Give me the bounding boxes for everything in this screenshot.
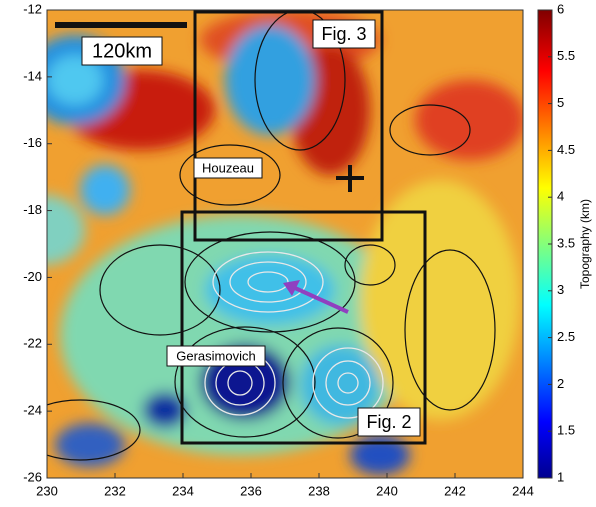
x-tick-label: 238 — [308, 483, 330, 498]
colorbar-tick-label: 2.5 — [557, 329, 575, 344]
colorbar-tick-label: 4 — [557, 189, 564, 204]
y-tick-label: -26 — [23, 469, 42, 484]
y-tick-label: -18 — [23, 202, 42, 217]
colorbar-tick-label: 5 — [557, 95, 564, 110]
x-tick-label: 244 — [512, 483, 534, 498]
topography-map: 120km Fig. 3 Fig. 2 Houzeau Gerasimovich — [5, 10, 525, 478]
fig3-label: Fig. 3 — [321, 24, 366, 44]
y-tick-label: -14 — [23, 68, 42, 83]
x-tick-label: 232 — [104, 483, 126, 498]
colorbar-tick-label: 4.5 — [557, 142, 575, 157]
x-tick-label: 236 — [240, 483, 262, 498]
colorbar-tick-label: 3.5 — [557, 235, 575, 250]
colorbar-tick-label: 6 — [557, 1, 564, 16]
x-tick-label: 240 — [376, 483, 398, 498]
colorbar-tick-label: 3 — [557, 282, 564, 297]
fig2-label: Fig. 2 — [366, 412, 411, 432]
figure: 120km Fig. 3 Fig. 2 Houzeau Gerasimovich… — [0, 0, 596, 502]
colorbar-tick-label: 1.5 — [557, 423, 575, 438]
scale-label: 120km — [92, 40, 152, 62]
colorbar-tick-label: 2 — [557, 376, 564, 391]
x-tick-label: 230 — [36, 483, 58, 498]
x-tick-label: 234 — [172, 483, 194, 498]
colorbar-tick-label: 5.5 — [557, 48, 575, 63]
y-tick-label: -12 — [23, 1, 42, 16]
x-tick-label: 242 — [444, 483, 466, 498]
y-tick-label: -24 — [23, 403, 42, 418]
y-tick-label: -22 — [23, 336, 42, 351]
houzeau-label: Houzeau — [202, 160, 254, 175]
y-tick-label: -16 — [23, 135, 42, 150]
colorbar-label: Topography (km) — [578, 199, 592, 289]
gerasimovich-label: Gerasimovich — [176, 348, 255, 363]
y-tick-label: -20 — [23, 269, 42, 284]
colorbar-tick-label: 1 — [557, 469, 564, 484]
